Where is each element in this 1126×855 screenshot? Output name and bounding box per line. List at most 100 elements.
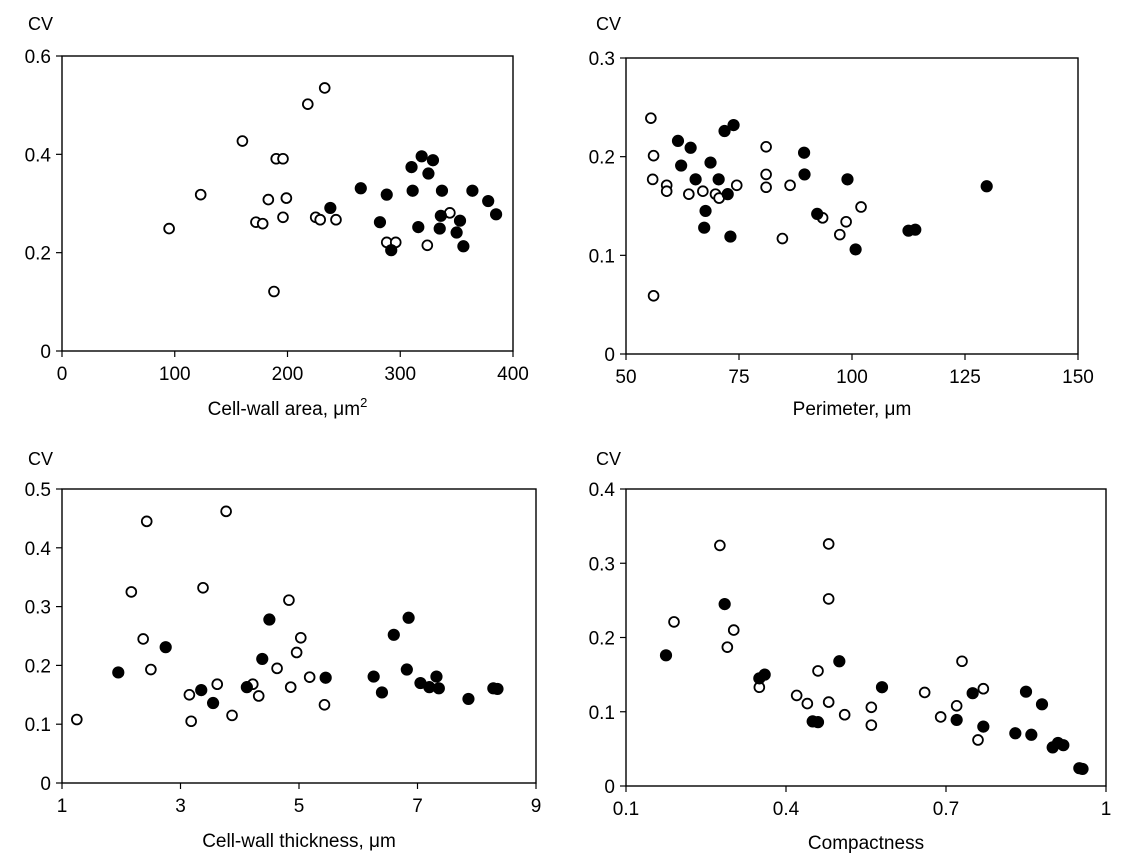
filled-data-point [1025, 728, 1038, 741]
open-data-point [760, 141, 772, 153]
open-data-point [236, 135, 249, 147]
filled-data-point [758, 668, 771, 681]
open-data-point [790, 689, 803, 702]
y-tick-label: 0.4 [25, 539, 52, 560]
open-data-point [197, 581, 209, 594]
x-tick-label: 1 [57, 796, 68, 817]
open-data-point [290, 646, 303, 659]
filled-data-point [415, 150, 428, 163]
open-data-point [163, 222, 175, 235]
filled-data-point [875, 681, 889, 694]
open-data-point [822, 538, 835, 550]
open-data-point [301, 98, 314, 110]
open-data-point [727, 624, 740, 636]
filled-data-point [1019, 685, 1033, 698]
y-tick-label: 0.6 [25, 47, 51, 68]
filled-data-point [402, 611, 415, 624]
open-data-point [256, 217, 269, 230]
open-data-point [822, 593, 835, 605]
filled-data-point [727, 118, 740, 132]
y-tick-label: 0 [40, 774, 51, 795]
filled-data-point [797, 146, 811, 159]
x-tick-label: 75 [728, 367, 749, 388]
open-data-point [760, 168, 772, 181]
filled-data-point [724, 230, 737, 243]
x-axis-label: Compactness [808, 833, 924, 854]
filled-data-point [256, 652, 269, 666]
filled-data-point [406, 184, 419, 197]
open-data-point [977, 682, 990, 695]
chart-panel-3: 0 0.1 0.2 0.3 0.4 0.5 1 3 5 7 9 CV Cell-wall thickne… [25, 449, 542, 852]
filled-data-point [412, 221, 425, 234]
filled-data-point [482, 194, 495, 208]
filled-data-point [699, 204, 712, 218]
x-axis-label: Cell-wall thickness, μm [202, 831, 396, 852]
filled-data-point [811, 716, 825, 729]
open-data-point [760, 181, 772, 194]
open-data-point [226, 709, 238, 722]
filled-data-point [112, 666, 125, 679]
open-data-point [194, 188, 207, 201]
open-data-point [918, 686, 931, 699]
open-data-point [262, 193, 275, 206]
filled-data-point [240, 681, 253, 694]
open-data-point [211, 678, 224, 691]
y-tick-label: 0 [40, 342, 51, 363]
open-data-point [934, 711, 947, 723]
open-data-point [721, 641, 734, 653]
filled-data-point [675, 159, 688, 172]
open-data-point [668, 616, 680, 628]
filled-data-point [435, 184, 449, 197]
open-data-point [714, 539, 726, 552]
open-data-point [833, 228, 846, 241]
open-data-point [855, 201, 867, 213]
filled-data-point [324, 201, 337, 215]
x-tick-label: 0.1 [613, 799, 639, 820]
open-data-point [277, 152, 289, 165]
open-data-point [645, 112, 657, 124]
y-tick-label: 0.2 [25, 656, 51, 677]
y-tick-label: 0.1 [25, 715, 51, 736]
y-tick-label: 0.3 [589, 554, 615, 575]
open-data-point [776, 232, 789, 245]
open-data-point [801, 697, 814, 710]
open-data-point [280, 192, 293, 204]
x-tick-label: 400 [497, 364, 529, 385]
y-axis-label: CV [596, 449, 621, 469]
open-data-point [303, 671, 316, 683]
open-data-point [697, 185, 709, 198]
y-tick-label: 0.2 [25, 244, 51, 265]
filled-data-point [319, 671, 332, 684]
open-data-point [956, 655, 968, 668]
plot-frame [625, 57, 1079, 355]
filled-data-point [689, 173, 702, 186]
open-data-point [646, 173, 659, 186]
filled-data-point [684, 141, 697, 154]
open-data-point [660, 185, 673, 198]
plot-frame [625, 488, 1107, 787]
y-tick-label: 0.4 [589, 480, 616, 501]
open-data-point [277, 211, 289, 224]
filled-data-point [375, 686, 389, 699]
filled-data-point [405, 161, 418, 174]
filled-data-point [712, 173, 725, 186]
filled-data-point [721, 188, 734, 201]
x-axis-label: Cell-wall area, μm2 [208, 395, 368, 420]
y-axis-label: CV [596, 14, 621, 34]
open-data-point [220, 505, 232, 518]
open-data-point [252, 690, 265, 702]
open-data-point [183, 688, 196, 701]
filled-data-point [466, 184, 479, 197]
filled-data-point [450, 226, 463, 239]
open-data-point [421, 239, 434, 252]
open-data-point [730, 179, 743, 192]
filled-data-point [432, 682, 445, 695]
filled-data-point [430, 670, 443, 683]
filled-data-point [718, 597, 731, 611]
open-data-point [318, 82, 331, 94]
y-axis-label: CV [28, 449, 53, 469]
x-tick-label: 150 [1062, 367, 1094, 388]
filled-data-point [457, 240, 470, 253]
x-tick-label: 3 [175, 796, 186, 817]
x-tick-label: 9 [531, 796, 542, 817]
